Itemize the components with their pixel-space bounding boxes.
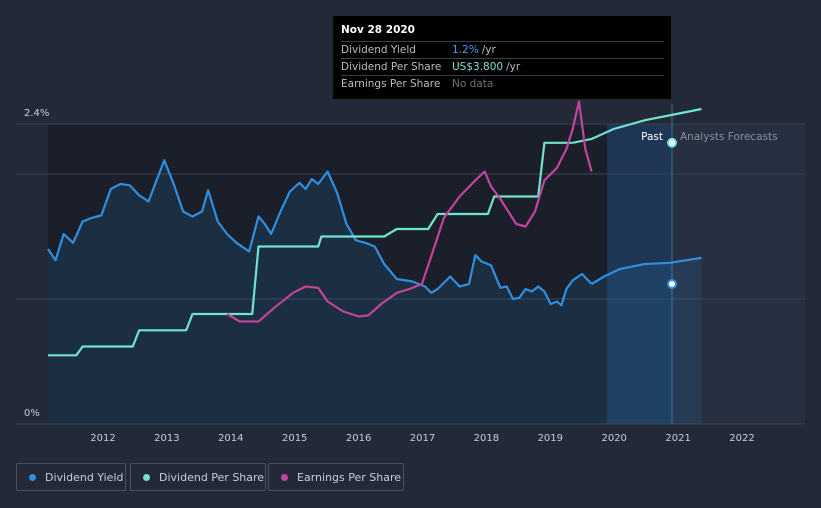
legend-dot-icon — [281, 473, 288, 481]
legend-dividend-yield-button[interactable]: Dividend Yield — [16, 463, 126, 491]
y-tick-label: 2.4% — [24, 108, 49, 119]
tooltip-row-dividend-per-share: Dividend Per Share US$3.800 /yr — [341, 58, 664, 75]
tooltip-value: 1.2% — [452, 44, 479, 56]
past-label: Past — [641, 131, 663, 143]
forecast-label: Analysts Forecasts — [680, 131, 778, 143]
x-tick-label: 2021 — [665, 433, 690, 444]
legend-label: Dividend Per Share — [159, 470, 265, 484]
x-tick-label: 2018 — [474, 433, 499, 444]
hover-tooltip: Nov 28 2020 Dividend Yield 1.2% /yr Divi… — [333, 16, 671, 99]
tooltip-row-earnings-per-share: Earnings Per Share No data — [341, 75, 664, 92]
x-tick-label: 2022 — [729, 433, 754, 444]
legend-label: Dividend Yield — [45, 470, 124, 484]
x-tick-label: 2017 — [410, 433, 435, 444]
x-tick-label: 2013 — [154, 433, 179, 444]
tooltip-unit: /yr — [481, 44, 496, 56]
tooltip-date: Nov 28 2020 — [341, 24, 415, 36]
dividend-yield-line — [47, 159, 593, 307]
tooltip-unit: /yr — [506, 61, 521, 73]
dividend-per-share-marker — [667, 137, 677, 148]
x-tick-label: 2012 — [90, 433, 115, 444]
tooltip-value: No data — [452, 78, 494, 90]
legend-dot-icon — [143, 473, 150, 481]
x-tick-label: 2014 — [218, 433, 243, 444]
legend-dot-icon — [29, 473, 36, 481]
dividend-per-share-forecast-line — [572, 107, 702, 144]
tooltip-label: Earnings Per Share — [341, 78, 441, 90]
x-tick-label: 2020 — [601, 433, 626, 444]
dividend-per-share-line — [48, 141, 573, 357]
dividend-yield-forecast-line — [591, 256, 702, 285]
x-tick-label: 2019 — [538, 433, 563, 444]
tooltip-value: US$3.800 — [452, 61, 504, 73]
earnings-per-share-line — [226, 100, 593, 323]
tooltip-row-dividend-yield: Dividend Yield 1.2% /yr — [341, 41, 664, 58]
dividend-yield-marker — [667, 279, 677, 289]
x-tick-label: 2016 — [346, 433, 371, 444]
legend-label: Earnings Per Share — [297, 470, 402, 484]
x-tick-label: 2015 — [282, 433, 307, 444]
legend-dividend-per-share-button[interactable]: Dividend Per Share — [130, 463, 266, 491]
dividend-yield-area — [48, 160, 702, 425]
legend-earnings-per-share-button[interactable]: Earnings Per Share — [268, 463, 404, 491]
tooltip-label: Dividend Per Share — [341, 61, 442, 73]
tooltip-label: Dividend Yield — [341, 44, 416, 56]
y-tick-label: 0% — [24, 408, 40, 419]
